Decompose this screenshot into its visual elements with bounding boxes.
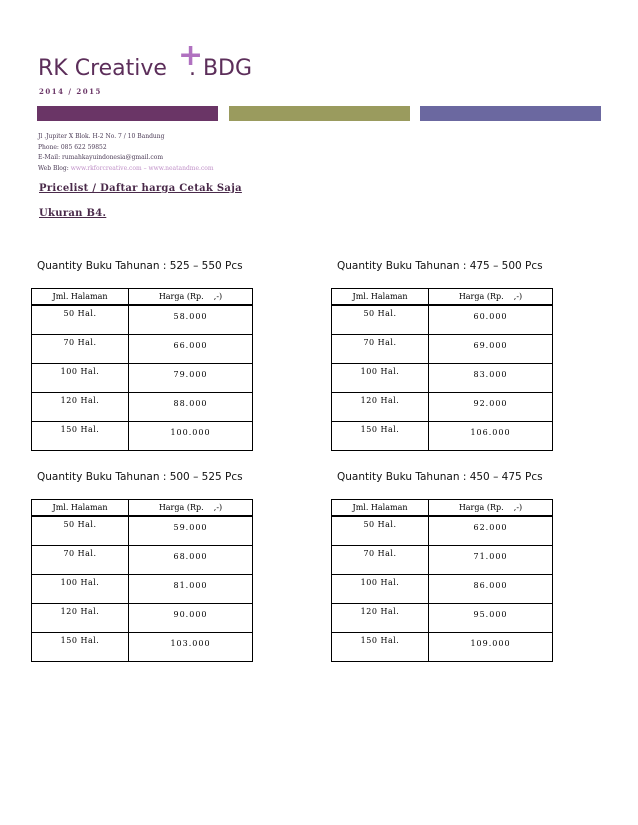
col-header-price: Harga (Rp. ,-) xyxy=(128,288,253,306)
price-cell: 58.000 xyxy=(128,304,253,335)
table-header-row: Jml. Halaman Harga (Rp. ,-) xyxy=(331,288,553,306)
col-header-pages: Jml. Halaman xyxy=(331,499,429,517)
pages-cell: 100 Hal. xyxy=(331,363,429,393)
price-cell: 95.000 xyxy=(428,603,553,633)
pages-cell: 120 Hal. xyxy=(31,392,129,422)
table-row: 50 Hal. 58.000 xyxy=(31,304,253,335)
price-cell: 86.000 xyxy=(428,574,553,604)
pages-cell: 100 Hal. xyxy=(31,574,129,604)
table-row: 50 Hal. 60.000 xyxy=(331,304,553,335)
table-row: 100 Hal. 79.000 xyxy=(31,363,253,393)
table-row: 150 Hal. 100.000 xyxy=(31,421,253,451)
web-label: Web Blog: xyxy=(38,165,71,172)
col-header-pages: Jml. Halaman xyxy=(31,499,129,517)
pricelist-heading: Pricelist / Daftar harga Cetak Saja xyxy=(39,183,242,194)
pages-cell: 50 Hal. xyxy=(331,304,429,335)
color-bar-olive xyxy=(229,106,410,121)
pages-cell: 50 Hal. xyxy=(31,304,129,335)
pages-cell: 100 Hal. xyxy=(31,363,129,393)
price-cell: 109.000 xyxy=(428,632,553,662)
price-table: Jml. Halaman Harga (Rp. ,-) 50 Hal. 62.000 7… xyxy=(331,499,553,662)
web-blog: Web Blog: www.rkforcreative.com – www.ne… xyxy=(38,165,214,172)
table-row: 150 Hal. 109.000 xyxy=(331,632,553,662)
pages-cell: 120 Hal. xyxy=(331,392,429,422)
year-label: 2014 / 2015 xyxy=(39,87,102,96)
table-row: 100 Hal. 81.000 xyxy=(31,574,253,604)
web-links[interactable]: www.rkforcreative.com – www.neatandme.co… xyxy=(70,165,214,172)
pages-cell: 50 Hal. xyxy=(331,515,429,546)
table-row: 120 Hal. 95.000 xyxy=(331,603,553,633)
table-row: 50 Hal. 59.000 xyxy=(31,515,253,546)
table-row: 150 Hal. 103.000 xyxy=(31,632,253,662)
color-bar-purple xyxy=(37,106,218,121)
pages-cell: 70 Hal. xyxy=(31,545,129,575)
pages-cell: 150 Hal. xyxy=(31,421,129,451)
pages-cell: 120 Hal. xyxy=(331,603,429,633)
price-cell: 79.000 xyxy=(128,363,253,393)
pages-cell: 50 Hal. xyxy=(31,515,129,546)
quantity-title: Quantity Buku Tahunan : 450 – 475 Pcs xyxy=(337,471,543,483)
pages-cell: 120 Hal. xyxy=(31,603,129,633)
price-cell: 103.000 xyxy=(128,632,253,662)
price-table: Jml. Halaman Harga (Rp. ,-) 50 Hal. 59.000 7… xyxy=(31,499,253,662)
pages-cell: 100 Hal. xyxy=(331,574,429,604)
pages-cell: 150 Hal. xyxy=(331,632,429,662)
pages-cell: 150 Hal. xyxy=(31,632,129,662)
size-heading: Ukuran B4. xyxy=(39,208,107,219)
price-cell: 106.000 xyxy=(428,421,553,451)
table-row: 150 Hal. 106.000 xyxy=(331,421,553,451)
price-cell: 90.000 xyxy=(128,603,253,633)
table-header-row: Jml. Halaman Harga (Rp. ,-) xyxy=(331,499,553,517)
table-header-row: Jml. Halaman Harga (Rp. ,-) xyxy=(31,288,253,306)
col-header-pages: Jml. Halaman xyxy=(31,288,129,306)
price-table: Jml. Halaman Harga (Rp. ,-) 50 Hal. 58.000 7… xyxy=(31,288,253,451)
phone: Phone: 085 622 59852 xyxy=(38,144,107,151)
price-cell: 62.000 xyxy=(428,515,553,546)
col-header-pages: Jml. Halaman xyxy=(331,288,429,306)
price-cell: 92.000 xyxy=(428,392,553,422)
quantity-title: Quantity Buku Tahunan : 475 – 500 Pcs xyxy=(337,260,543,272)
table-row: 50 Hal. 62.000 xyxy=(331,515,553,546)
address: Jl .Jupiter X Blok. H-2 No. 7 / 10 Bandu… xyxy=(38,133,165,140)
quantity-title: Quantity Buku Tahunan : 525 – 550 Pcs xyxy=(37,260,243,272)
col-header-price: Harga (Rp. ,-) xyxy=(428,288,553,306)
table-row: 120 Hal. 90.000 xyxy=(31,603,253,633)
pages-cell: 70 Hal. xyxy=(331,545,429,575)
pages-cell: 70 Hal. xyxy=(331,334,429,364)
price-cell: 71.000 xyxy=(428,545,553,575)
price-cell: 83.000 xyxy=(428,363,553,393)
plus-logo-mark: + xyxy=(178,38,204,73)
table-row: 100 Hal. 83.000 xyxy=(331,363,553,393)
title-suffix: . BDG xyxy=(188,56,253,81)
price-cell: 68.000 xyxy=(128,545,253,575)
table-header-row: Jml. Halaman Harga (Rp. ,-) xyxy=(31,499,253,517)
col-header-price: Harga (Rp. ,-) xyxy=(128,499,253,517)
price-cell: 88.000 xyxy=(128,392,253,422)
email: E-Mail: rumahkayuindonesia@gmail.com xyxy=(38,154,164,161)
price-cell: 60.000 xyxy=(428,304,553,335)
price-cell: 81.000 xyxy=(128,574,253,604)
price-cell: 59.000 xyxy=(128,515,253,546)
table-row: 70 Hal. 66.000 xyxy=(31,334,253,364)
company-title: RK Creative . BDG xyxy=(38,56,252,81)
color-bar-blue xyxy=(420,106,601,121)
price-cell: 69.000 xyxy=(428,334,553,364)
table-row: 120 Hal. 88.000 xyxy=(31,392,253,422)
price-cell: 66.000 xyxy=(128,334,253,364)
pages-cell: 150 Hal. xyxy=(331,421,429,451)
quantity-title: Quantity Buku Tahunan : 500 – 525 Pcs xyxy=(37,471,243,483)
table-row: 70 Hal. 68.000 xyxy=(31,545,253,575)
pages-cell: 70 Hal. xyxy=(31,334,129,364)
table-row: 70 Hal. 69.000 xyxy=(331,334,553,364)
table-row: 100 Hal. 86.000 xyxy=(331,574,553,604)
title-text: RK Creative xyxy=(38,56,167,81)
price-table: Jml. Halaman Harga (Rp. ,-) 50 Hal. 60.000 7… xyxy=(331,288,553,451)
table-row: 70 Hal. 71.000 xyxy=(331,545,553,575)
col-header-price: Harga (Rp. ,-) xyxy=(428,499,553,517)
price-cell: 100.000 xyxy=(128,421,253,451)
table-row: 120 Hal. 92.000 xyxy=(331,392,553,422)
